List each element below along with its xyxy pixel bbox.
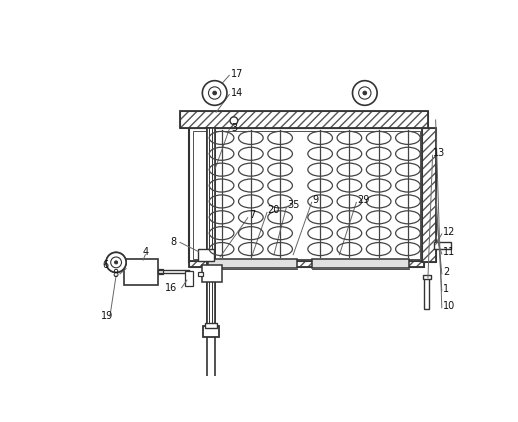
Circle shape: [213, 91, 217, 95]
Circle shape: [363, 91, 367, 95]
Bar: [189, 261, 424, 267]
Bar: [203, 265, 222, 282]
Bar: [180, 111, 428, 127]
Bar: [312, 259, 409, 268]
Text: 3: 3: [231, 123, 237, 133]
Bar: [124, 259, 159, 286]
Bar: [189, 127, 424, 262]
Circle shape: [111, 257, 121, 268]
Text: 35: 35: [288, 200, 300, 210]
Text: 6: 6: [102, 260, 108, 270]
Circle shape: [230, 117, 238, 124]
Bar: [422, 127, 436, 262]
Bar: [185, 271, 193, 286]
Text: 13: 13: [434, 148, 445, 158]
Bar: [424, 278, 429, 308]
Text: 14: 14: [231, 88, 243, 98]
Circle shape: [208, 87, 221, 99]
Circle shape: [203, 81, 227, 106]
Text: 7: 7: [249, 211, 255, 220]
Circle shape: [114, 261, 118, 264]
Text: 1: 1: [443, 284, 450, 294]
Circle shape: [106, 252, 126, 272]
Bar: [198, 249, 214, 261]
Text: 11: 11: [443, 247, 456, 257]
Bar: [205, 323, 217, 328]
Bar: [203, 326, 219, 337]
Bar: [189, 261, 424, 267]
Text: 10: 10: [443, 301, 456, 311]
Bar: [207, 127, 214, 408]
Text: 8: 8: [171, 237, 177, 246]
Text: 17: 17: [231, 69, 243, 79]
Text: 4: 4: [142, 247, 149, 257]
Text: 16: 16: [165, 283, 178, 293]
Bar: [208, 259, 297, 268]
Text: 12: 12: [443, 227, 456, 237]
Bar: [422, 127, 436, 262]
Text: 8: 8: [112, 269, 119, 279]
Bar: [198, 272, 203, 276]
Text: 2: 2: [443, 268, 450, 277]
Text: 20: 20: [267, 205, 279, 215]
Bar: [180, 111, 428, 127]
Bar: [193, 132, 420, 259]
Bar: [207, 127, 214, 332]
Circle shape: [111, 257, 122, 268]
Text: 9: 9: [312, 195, 319, 205]
Circle shape: [358, 87, 371, 99]
Text: 19: 19: [100, 311, 113, 321]
Text: 29: 29: [357, 195, 369, 205]
Bar: [434, 242, 451, 249]
Bar: [159, 269, 163, 274]
Circle shape: [352, 81, 377, 106]
Circle shape: [114, 261, 118, 264]
Circle shape: [106, 252, 126, 272]
Bar: [423, 276, 431, 279]
